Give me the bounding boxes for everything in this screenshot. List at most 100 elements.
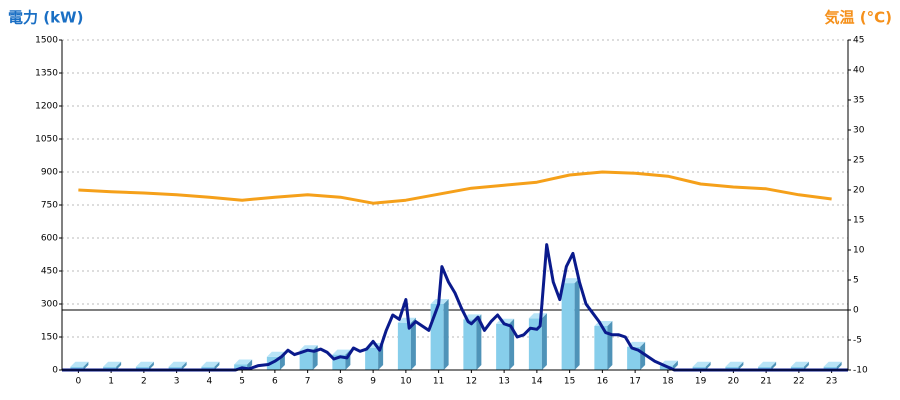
bar-side (672, 360, 678, 370)
y-tick-label: 900 (41, 168, 58, 178)
bar (528, 318, 542, 370)
x-tick-label: 19 (695, 377, 707, 387)
bar (463, 319, 477, 370)
bar-side (116, 361, 122, 370)
y2-tick-label: 15 (853, 216, 864, 226)
y-tick-label: 450 (41, 267, 58, 277)
y2-tick-label: 10 (853, 246, 865, 256)
bar (70, 366, 84, 370)
bar-top (561, 278, 580, 284)
bar (397, 322, 411, 370)
bar-side (443, 299, 449, 370)
x-tick-label: 16 (597, 377, 609, 387)
bar-side (148, 361, 154, 370)
x-tick-label: 0 (76, 377, 82, 387)
bar-side (803, 361, 809, 370)
bar (299, 350, 313, 370)
bar-top (692, 361, 711, 367)
y-tick-label: 1200 (35, 102, 58, 112)
bar-side (181, 361, 187, 370)
x-tick-label: 15 (564, 377, 575, 387)
bar (725, 366, 739, 370)
x-tick-label: 23 (826, 377, 837, 387)
y2-tick-label: -10 (853, 366, 868, 376)
bar (627, 346, 641, 370)
bar-side (83, 361, 89, 370)
bar-side (738, 361, 744, 370)
x-tick-label: 21 (760, 377, 771, 387)
bar-top (266, 351, 285, 357)
y2-tick-label: 30 (853, 126, 865, 136)
bar-top (299, 345, 318, 351)
y2-tick-label: 40 (853, 66, 865, 76)
bar-top (790, 361, 809, 367)
line (78, 170, 832, 205)
x-tick-label: 12 (466, 377, 477, 387)
x-tick-label: 14 (531, 377, 543, 387)
bar (561, 283, 575, 370)
x-tick-label: 10 (400, 377, 412, 387)
bar (365, 348, 379, 370)
x-tick-label: 9 (370, 377, 376, 387)
x-tick-label: 18 (662, 377, 674, 387)
bar (758, 366, 772, 370)
bar-top (168, 361, 187, 367)
y2-tick-label: 0 (853, 306, 859, 316)
y-tick-label: 1350 (35, 69, 58, 79)
bar-top (70, 361, 89, 367)
y2-axis-title: 気温 (°C) (825, 9, 892, 27)
x-tick-label: 8 (338, 377, 344, 387)
bar (103, 366, 117, 370)
bar-top (201, 361, 220, 367)
y-tick-label: 1050 (35, 135, 58, 145)
y-tick-label: 1500 (35, 36, 58, 46)
bar-side (410, 317, 416, 370)
y2-tick-label: 35 (853, 96, 864, 106)
bar (496, 323, 510, 370)
bar-top (234, 359, 253, 365)
bar (430, 304, 444, 370)
y-tick-label: 0 (52, 366, 58, 376)
x-tick-label: 5 (239, 377, 245, 387)
bar-side (607, 321, 613, 370)
x-tick-label: 11 (433, 377, 444, 387)
x-tick-label: 4 (207, 377, 213, 387)
bar-top (758, 361, 777, 367)
x-tick-label: 1 (108, 377, 114, 387)
x-tick-label: 3 (174, 377, 180, 387)
bar-side (705, 361, 711, 370)
x-tick-label: 20 (728, 377, 740, 387)
bar-side (541, 313, 547, 370)
bar-side (476, 314, 482, 370)
bar-side (640, 341, 646, 370)
y2-tick-label: 25 (853, 156, 864, 166)
bar (168, 366, 182, 370)
y2-tick-label: 45 (853, 36, 864, 46)
x-tick-label: 7 (305, 377, 311, 387)
y-tick-label: 300 (41, 300, 58, 310)
bar (135, 366, 149, 370)
y-tick-label: 150 (41, 333, 58, 343)
bar (692, 366, 706, 370)
x-tick-label: 22 (793, 377, 804, 387)
bar-side (214, 361, 220, 370)
bar (594, 326, 608, 370)
y2-tick-label: 20 (853, 186, 865, 196)
bar-side (574, 278, 580, 370)
bar-top (332, 349, 351, 355)
x-tick-label: 13 (498, 377, 509, 387)
bar-top (103, 361, 122, 367)
y2-tick-label: -5 (853, 336, 862, 346)
y-tick-label: 750 (41, 201, 58, 211)
x-tick-label: 17 (629, 377, 640, 387)
bar-top (823, 361, 842, 367)
bar (790, 366, 804, 370)
bar (823, 366, 837, 370)
bar (201, 366, 215, 370)
x-tick-label: 6 (272, 377, 278, 387)
y2-tick-label: 5 (853, 276, 859, 286)
bar-side (836, 361, 842, 370)
bar-top (135, 361, 154, 367)
bar-top (725, 361, 744, 367)
